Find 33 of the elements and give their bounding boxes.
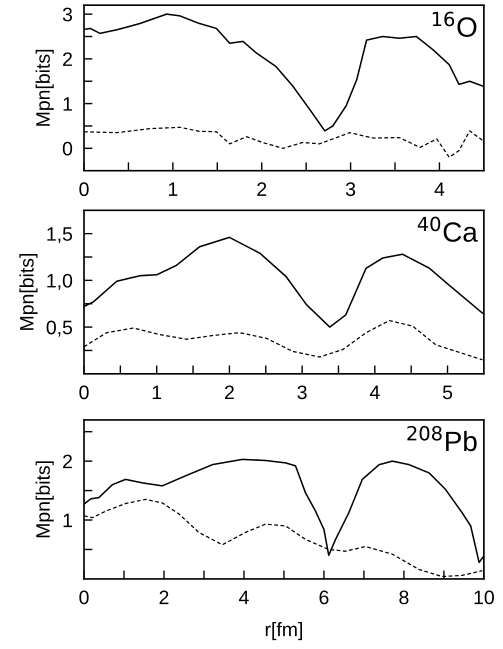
x-tick-label: 10: [474, 590, 494, 604]
y-tick-label: 2: [63, 52, 72, 66]
y-tick-label: 1,5: [47, 227, 72, 244]
annotation: $^{16}$O: [432, 12, 476, 37]
x-tick-label: 4: [370, 386, 380, 400]
annotation: $^{40}$Ca: [418, 216, 478, 242]
y-tick-label: 1: [64, 514, 72, 528]
y-tick-label: 0: [62, 142, 72, 156]
y-axis-title: Mpn[bits]: [36, 50, 54, 126]
x-tick-label: 2: [160, 590, 168, 604]
x-tick-label: 2: [224, 385, 234, 400]
y-tick-label: 3: [62, 8, 72, 22]
x-tick-label: 3: [297, 385, 307, 400]
y-tick-label: 2: [63, 454, 72, 468]
y-axis-title: Mpn[bits]: [19, 254, 38, 330]
x-tick-label: 0: [79, 590, 89, 604]
y-axis-title: Mpn[bits]: [36, 461, 54, 538]
x-tick-label: 3: [346, 182, 356, 196]
annotation: $^{208}$Pb: [407, 426, 477, 452]
y-tick-label: 1: [64, 97, 72, 111]
x-axis-title: r[fm]: [266, 622, 302, 640]
x-tick-label: 0: [79, 385, 89, 400]
y-tick-label: 0,5: [46, 320, 72, 337]
x-tick-label: 4: [238, 590, 249, 604]
x-tick-label: 4: [434, 182, 444, 196]
x-tick-label: 1: [168, 182, 178, 196]
x-tick-label: 1: [152, 386, 162, 400]
x-tick-label: 6: [320, 590, 328, 604]
y-tick-label: 1,0: [47, 274, 72, 290]
x-tick-label: 8: [399, 590, 408, 604]
x-tick-label: 0: [79, 182, 89, 196]
x-tick-label: 5: [442, 386, 452, 400]
x-tick-label: 2: [257, 182, 266, 196]
